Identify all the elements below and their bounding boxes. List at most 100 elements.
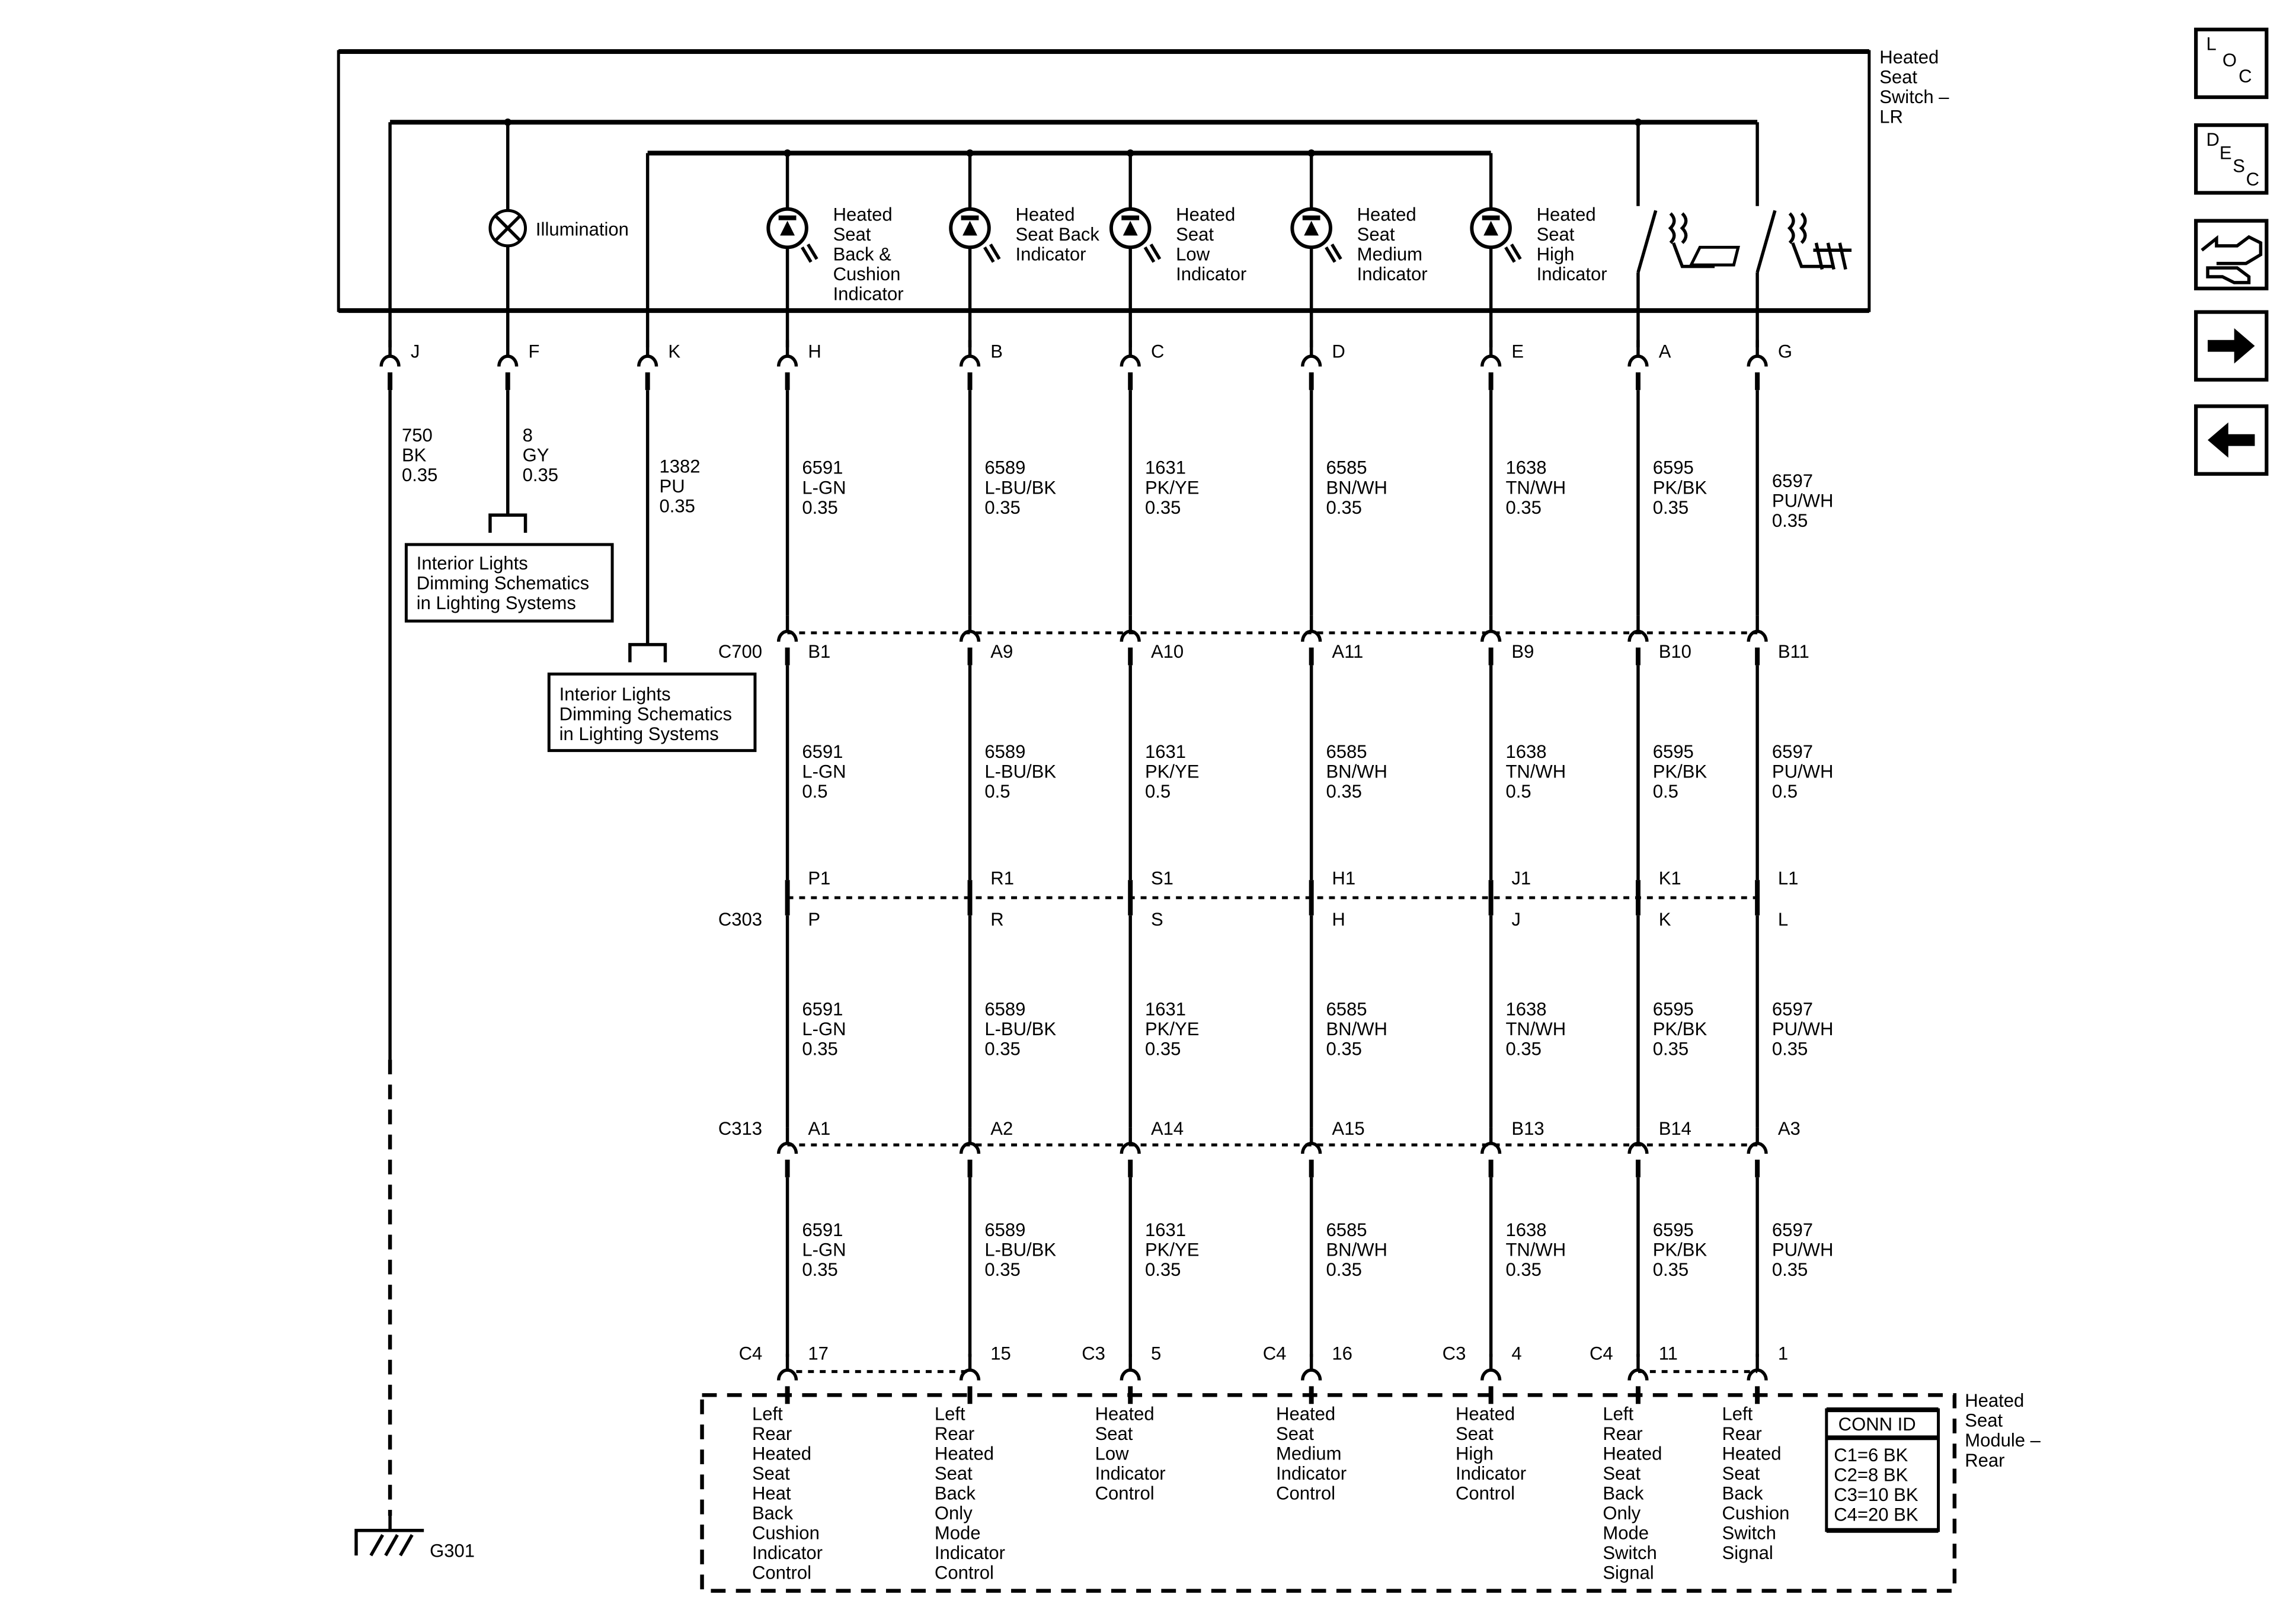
diagnostic-icon[interactable] xyxy=(2194,219,2269,290)
pin-function-label: Rear xyxy=(1722,1423,1762,1444)
c700-label: C700 xyxy=(718,641,762,662)
pin-function-label: Back xyxy=(1722,1483,1763,1504)
pin-function-label: Switch xyxy=(1722,1523,1776,1544)
pin-label: 16 xyxy=(1332,1343,1352,1364)
pin-function-label: Heated xyxy=(1722,1443,1782,1464)
wire-label: PU/WH xyxy=(1772,491,1833,511)
pin-label: A2 xyxy=(990,1118,1013,1139)
module-pin xyxy=(959,1368,981,1381)
wire-label: 0.35 xyxy=(1326,497,1361,518)
pin-label: 15 xyxy=(990,1343,1011,1364)
pin-label: R1 xyxy=(990,868,1014,889)
pin-function-label: Seat xyxy=(935,1463,973,1484)
wire-label: BN/WH xyxy=(1326,1019,1387,1039)
pin-function-label: Only xyxy=(1603,1503,1641,1523)
wire-label: 0.35 xyxy=(1145,1039,1181,1060)
module-pin xyxy=(1301,1368,1322,1381)
wire-label: 0.35 xyxy=(984,497,1020,518)
led-arrow xyxy=(1483,220,1499,236)
indicator-label: Indicator xyxy=(833,284,904,305)
conn-id-line: C2=8 BK xyxy=(1834,1465,1908,1486)
switch-title: LR xyxy=(1879,106,1903,127)
c313-pin xyxy=(959,1141,981,1154)
switch-title: Heated xyxy=(1879,47,1939,68)
pin-label: S1 xyxy=(1151,868,1173,889)
pin-label: B11 xyxy=(1778,641,1809,662)
pin-label: H xyxy=(1332,909,1345,930)
pin-function-label: Left xyxy=(1722,1404,1753,1425)
pin-label: A3 xyxy=(1778,1118,1801,1139)
indicator-label: Heated xyxy=(833,204,893,225)
pin-function-label: Signal xyxy=(1603,1563,1654,1583)
pin-function-label: Control xyxy=(1276,1483,1335,1504)
module-title: Seat xyxy=(1965,1410,2003,1431)
wire-label: 1638 xyxy=(1505,1219,1546,1240)
indicator-label: Seat xyxy=(1537,224,1575,245)
wire-label: PK/BK xyxy=(1653,761,1707,782)
pin-function-label: Seat xyxy=(1456,1423,1494,1444)
pin-function-label: Rear xyxy=(935,1423,974,1444)
c700-pin xyxy=(1747,629,1768,642)
wire-label: 1638 xyxy=(1505,999,1546,1020)
wire-label: 6585 xyxy=(1326,741,1367,762)
svg-text:E: E xyxy=(2220,142,2232,163)
led-indicator-icon xyxy=(1109,207,1152,249)
pin-function-label: Heat xyxy=(752,1483,791,1504)
arrow-left-icon[interactable] xyxy=(2194,404,2269,476)
indicator-label: Back & xyxy=(833,244,892,265)
module-connector-label: C4 xyxy=(739,1343,763,1364)
wire-label: 6595 xyxy=(1653,999,1694,1020)
light-ray xyxy=(807,243,818,260)
arrow-right-icon[interactable] xyxy=(2194,310,2269,382)
wire-label: BN/WH xyxy=(1326,1240,1387,1260)
pin-label: K xyxy=(1659,909,1671,930)
c313-pin xyxy=(1480,1141,1502,1154)
heated-seat-module-box xyxy=(700,1393,1957,1593)
wire-label: 0.35 xyxy=(1326,1259,1361,1280)
wire-label: 0.35 xyxy=(1653,497,1689,518)
module-title: Rear xyxy=(1965,1450,2004,1471)
light-ray xyxy=(1510,243,1522,260)
indicator-label: Low xyxy=(1176,244,1210,265)
conn-id-line: C4=20 BK xyxy=(1834,1505,1918,1525)
wire-label: TN/WH xyxy=(1505,1240,1566,1260)
pin-label: 5 xyxy=(1151,1343,1161,1364)
indicator-label: Heated xyxy=(1357,204,1416,225)
reference-text: in Lighting Systems xyxy=(559,724,719,744)
wire-label: 6589 xyxy=(984,741,1025,762)
pin-label: 11 xyxy=(1659,1343,1678,1364)
wire-label: PK/YE xyxy=(1145,1240,1199,1260)
switch-connector-pin xyxy=(1120,354,1141,367)
svg-text:L: L xyxy=(2207,34,2217,55)
c700-pin xyxy=(776,629,798,642)
wire-label: PU xyxy=(660,476,685,497)
wire-label: TN/WH xyxy=(1505,477,1566,498)
bracket xyxy=(628,643,667,662)
wire-label: 0.35 xyxy=(1772,510,1808,531)
wire-label: PK/BK xyxy=(1653,477,1707,498)
conn-id-title: CONN ID xyxy=(1838,1414,1916,1435)
pin-label: B13 xyxy=(1511,1118,1544,1139)
wire-label: 0.35 xyxy=(402,465,437,485)
indicator-label: Seat Back xyxy=(1016,224,1100,245)
wire-label: BN/WH xyxy=(1326,761,1387,782)
reference-box xyxy=(547,673,757,753)
light-ray xyxy=(1143,246,1156,263)
reference-text: Interior Lights xyxy=(417,553,528,574)
wire-label: PU/WH xyxy=(1772,761,1833,782)
pin-function-label: Indicator xyxy=(935,1542,1005,1563)
wire-label: PU/WH xyxy=(1772,1019,1833,1039)
wire-label: 6589 xyxy=(984,999,1025,1020)
pin-function-label: Seat xyxy=(1722,1463,1760,1484)
switch-connector-pin xyxy=(1747,354,1768,367)
icon-frame xyxy=(2194,219,2269,290)
wire-label: 0.35 xyxy=(802,497,837,518)
pin-function-label: Indicator xyxy=(752,1542,823,1563)
reference-text: Interior Lights xyxy=(559,684,671,705)
wire-label: PK/BK xyxy=(1653,1240,1707,1260)
location-icon[interactable]: LOC xyxy=(2194,27,2269,100)
switch-connector-pin xyxy=(497,354,519,367)
wire-label: 0.35 xyxy=(802,1259,837,1280)
switch-title: Switch – xyxy=(1879,87,1949,107)
